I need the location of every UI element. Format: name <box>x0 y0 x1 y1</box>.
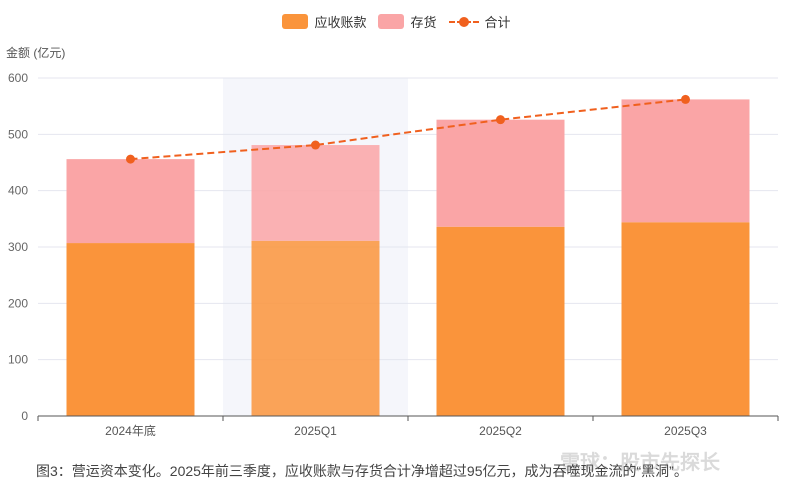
legend-swatch-inventory <box>378 14 405 29</box>
y-axis-title: 金额 (亿元) <box>6 46 66 60</box>
y-tick-label: 600 <box>8 71 28 85</box>
legend-label-total: 合计 <box>484 15 511 30</box>
y-tick-label: 400 <box>8 184 28 198</box>
total-point <box>681 94 690 104</box>
total-point <box>496 115 505 125</box>
legend-item-receivables[interactable]: 应收账款 <box>282 12 366 31</box>
legend-swatch-total <box>448 14 479 29</box>
bar-receivables <box>621 222 750 416</box>
legend-item-total[interactable]: 合计 <box>448 12 511 31</box>
x-tick-label: 2025Q3 <box>664 424 707 438</box>
total-point <box>311 140 320 150</box>
y-tick-label: 200 <box>8 296 28 310</box>
bar-receivables <box>251 240 380 416</box>
bar-receivables <box>436 226 565 416</box>
y-tick-label: 0 <box>21 409 28 423</box>
legend-item-inventory[interactable]: 存货 <box>378 12 437 31</box>
total-line <box>130 98 686 161</box>
y-tick-label: 500 <box>8 127 28 141</box>
legend-label-receivables: 应收账款 <box>314 15 367 30</box>
legend-swatch-receivables <box>282 14 309 29</box>
x-tick-label: 2025Q2 <box>479 424 522 438</box>
figure-caption: 图3：营运资本变化。2025年前三季度，应收账款与存货合计净增超过95亿元，成为… <box>36 463 688 479</box>
watermark: 雪球：股市先探长 <box>560 452 720 474</box>
bar-inventory <box>251 145 380 241</box>
total-point <box>126 154 135 164</box>
y-tick-label: 300 <box>8 240 28 254</box>
bar-receivables <box>66 243 195 416</box>
bar-inventory <box>436 119 565 227</box>
legend-label-inventory: 存货 <box>410 15 437 30</box>
chart-legend: 应收账款 存货 合计 <box>0 12 793 31</box>
x-tick-label: 2025Q1 <box>294 424 337 438</box>
x-tick-label: 2024年底 <box>105 423 156 438</box>
bar-inventory <box>621 99 750 223</box>
y-tick-label: 100 <box>8 353 28 367</box>
bar-inventory <box>66 159 195 244</box>
